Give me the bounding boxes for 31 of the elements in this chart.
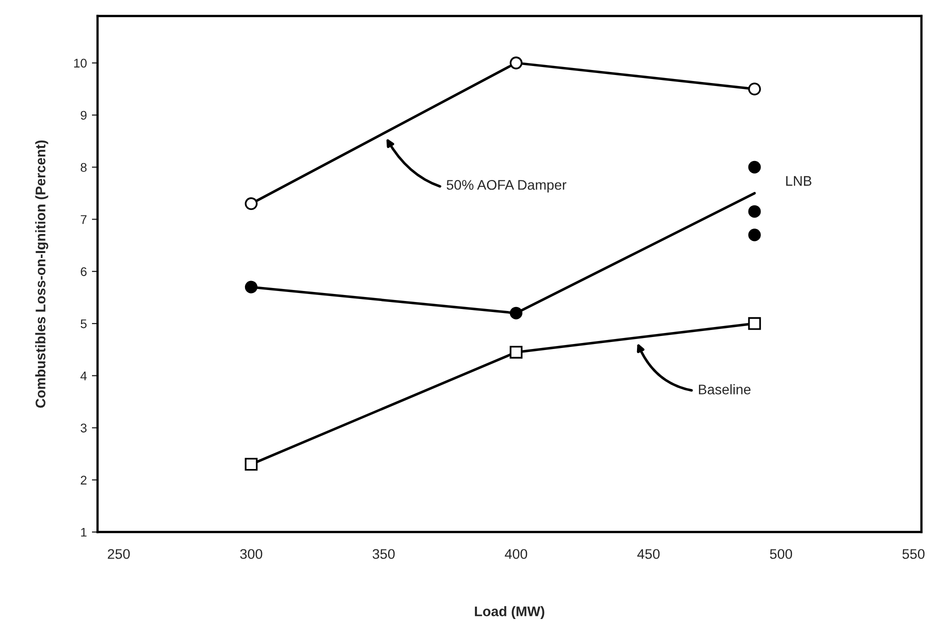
point	[244, 458, 258, 471]
x-tick-label: 300	[240, 549, 262, 559]
x-tick-label: 400	[504, 549, 528, 559]
point	[748, 160, 761, 174]
y-tick-label: 7	[80, 215, 86, 224]
point	[510, 346, 522, 359]
x-tick-label: 500	[770, 549, 792, 559]
y-tick-label: 2	[80, 476, 86, 484]
y-tick-label: 9	[80, 110, 87, 120]
text: LNB	[786, 176, 812, 186]
x-tick-label: 250	[108, 549, 130, 559]
point	[748, 317, 761, 330]
annotation: Baseline	[698, 384, 750, 394]
y-tick-label: 8	[80, 162, 87, 172]
x-tick-label: 350	[372, 549, 395, 559]
y-tick-label: 6	[80, 267, 87, 276]
y-tick-label: 4	[80, 372, 87, 380]
point	[244, 197, 258, 210]
y-tick-label: 5	[80, 319, 87, 328]
y-tick-label: 1	[81, 528, 87, 537]
y-tick-label: 10	[74, 58, 87, 68]
x-tick-label: 450	[637, 549, 660, 559]
point	[748, 82, 761, 96]
annotation: 50% AOFA Damper	[446, 180, 566, 193]
point	[748, 228, 761, 242]
x-tick-label: 550	[902, 549, 925, 559]
y-axis-title: Combustibles Loss-on-Ignition (Percent)	[35, 140, 48, 408]
point	[510, 56, 522, 70]
point	[748, 205, 761, 218]
x-axis-title: Load (MW)	[474, 606, 544, 620]
y-tick-label: 3	[80, 424, 87, 432]
